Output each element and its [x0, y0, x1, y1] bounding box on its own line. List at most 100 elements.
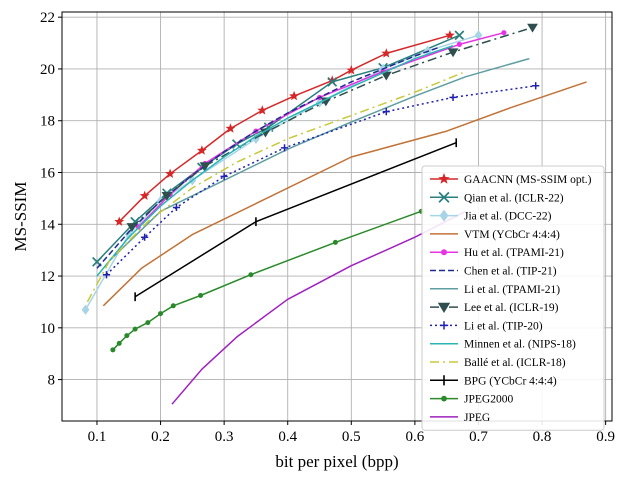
dot-marker [145, 320, 151, 326]
x-marker [438, 191, 450, 203]
series-group [102, 81, 587, 307]
y-tick-label: 14 [40, 217, 56, 233]
triangle-marker [260, 128, 271, 138]
series-group [86, 72, 463, 303]
x-tick-label: 0.4 [278, 429, 297, 445]
circle-marker [501, 30, 507, 36]
x-marker [327, 76, 338, 87]
legend-label: GAACNN (MS-SSIM opt.) [464, 174, 592, 186]
plus-marker [102, 271, 111, 279]
x-tick-label: 0.8 [533, 429, 552, 445]
star-marker [225, 123, 236, 133]
legend-label: Li et al. (TIP-20) [464, 320, 543, 332]
x-tick-label: 0.6 [406, 429, 425, 445]
series-line [96, 46, 441, 269]
diamond-marker [474, 30, 483, 41]
star-marker [346, 65, 357, 75]
legend-box [421, 165, 605, 431]
series-group [96, 46, 441, 269]
star-marker [289, 90, 299, 101]
triangle-marker [527, 23, 538, 33]
dot-marker [132, 326, 138, 332]
plus-marker [382, 108, 390, 116]
legend-label: Jia et al. (DCC-22) [464, 211, 552, 223]
y-tick-label: 12 [40, 269, 55, 285]
y-tick-label: 10 [40, 321, 55, 337]
series-line [96, 44, 454, 277]
legend-label: JPEG2000 [464, 394, 513, 406]
series-lines [81, 23, 587, 405]
legend-label: Lee et al. (ICLR-19) [464, 302, 559, 314]
circle-marker [441, 249, 447, 256]
star-marker [444, 30, 455, 40]
diamond-marker [124, 229, 133, 240]
series-group [96, 44, 454, 277]
series-group [114, 30, 455, 226]
plus-marker [439, 321, 449, 330]
x-tick-label: 0.5 [342, 429, 361, 445]
x-tick-label: 0.1 [88, 429, 107, 445]
y-tick-label: 8 [48, 373, 56, 389]
y-tick-label: 20 [40, 62, 55, 78]
dot-marker [170, 303, 176, 309]
series-line [105, 85, 536, 276]
legend-label: Chen et al. (TIP-21) [464, 266, 557, 278]
legend: GAACNN (MS-SSIM opt.) Qian et al. (ICLR-2… [421, 165, 605, 431]
dot-marker [116, 340, 122, 346]
dot-marker [198, 292, 204, 298]
series-line [102, 81, 587, 307]
triangle-marker [199, 162, 211, 172]
series-group [134, 138, 458, 302]
x-tick-label: 0.3 [215, 429, 234, 445]
plus-marker [172, 203, 181, 212]
triangle-marker [437, 302, 451, 313]
series-group [110, 208, 424, 353]
star-marker [381, 48, 392, 58]
series-line [134, 142, 457, 298]
triangle-marker [126, 223, 138, 232]
star-marker [257, 105, 268, 115]
plus-marker [532, 82, 540, 90]
legend-label: VTM (YCbCr 4:4:4) [464, 229, 560, 241]
star-marker [114, 216, 125, 226]
series-group [92, 30, 465, 267]
diamond-marker [439, 209, 449, 222]
legend-label: JPEG [464, 412, 490, 424]
legend-label: Ballé et al. (ICLR-18) [464, 357, 566, 369]
x-tick-label: 0.2 [151, 429, 170, 445]
triangle-marker [447, 48, 459, 58]
series-group [171, 210, 467, 405]
circle-marker [456, 41, 462, 47]
y-tick-label: 22 [40, 10, 55, 26]
plot-frame [61, 11, 613, 422]
legend-label: Minnen et al. (NIPS-18) [464, 339, 576, 351]
dot-marker [110, 347, 116, 353]
plus-marker [449, 93, 457, 102]
diamond-marker [81, 304, 90, 315]
star-marker [165, 168, 175, 178]
star-marker [327, 75, 338, 85]
star-marker [196, 145, 207, 155]
y-tick-label: 16 [40, 165, 56, 181]
plus-marker [141, 233, 149, 241]
series-line [86, 72, 463, 303]
x-tick-label: 0.9 [596, 429, 615, 445]
dot-marker [124, 333, 130, 339]
series-line [112, 210, 422, 351]
series-line [109, 57, 530, 262]
series-group [126, 23, 538, 232]
legend-label: Hu et al. (TPAMI-21) [464, 247, 564, 259]
dot-marker [332, 239, 338, 245]
dot-marker [441, 395, 447, 402]
dot-marker [248, 272, 254, 278]
legend-label: Qian et al. (ICLR-22) [464, 192, 564, 204]
star-marker [139, 190, 150, 200]
axis-ticks: 0.1 0.2 0.3 0.4 0.5 0.6 0.7 0.8 0.9 8 10 12 14 16 18 20… [40, 10, 615, 445]
star-marker [438, 173, 450, 184]
legend-label: BPG (YCbCr 4:4:4) [464, 375, 557, 387]
plus-marker [280, 144, 289, 152]
triangle-marker [320, 97, 332, 107]
y-tick-label: 18 [40, 114, 55, 130]
x-tick-label: 0.7 [469, 429, 488, 445]
